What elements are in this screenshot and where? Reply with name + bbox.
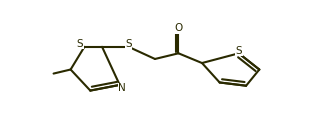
Text: N: N: [118, 83, 126, 93]
Text: S: S: [235, 46, 242, 56]
Text: S: S: [125, 39, 132, 49]
Text: S: S: [77, 39, 83, 49]
Text: O: O: [174, 23, 183, 33]
